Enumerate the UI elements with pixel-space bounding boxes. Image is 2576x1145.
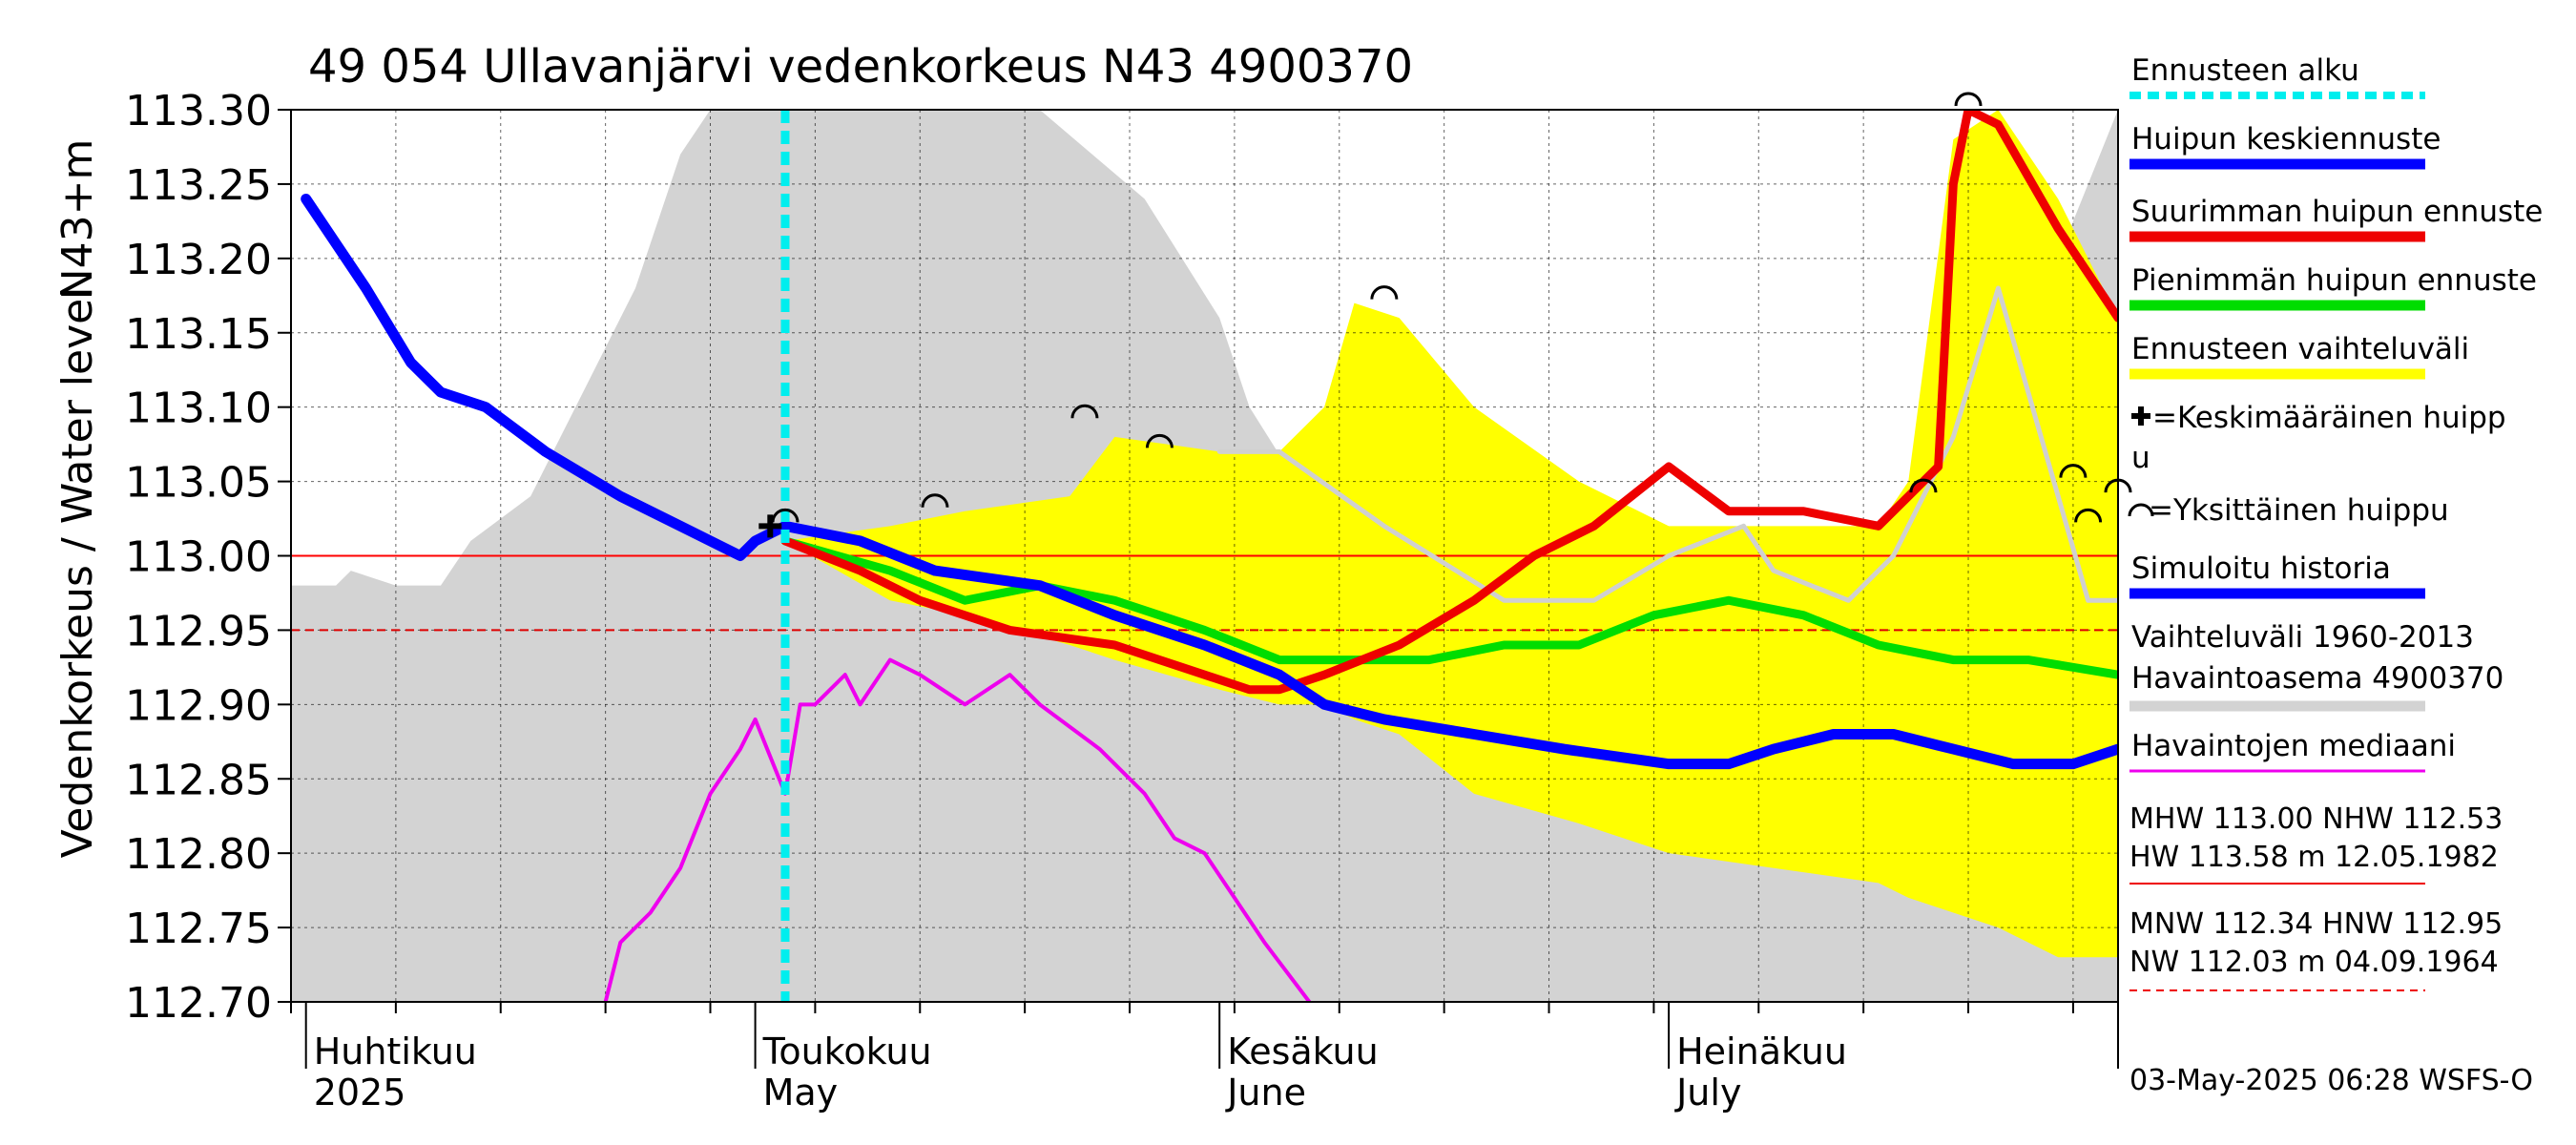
y-tick-label: 112.95 xyxy=(125,607,272,656)
stats-line-3: MNW 112.34 HNW 112.95 xyxy=(2129,907,2503,941)
month-label-en: May xyxy=(763,1072,839,1114)
legend-label: Ennusteen alku xyxy=(2131,53,2359,88)
month-label-en: June xyxy=(1225,1072,1306,1114)
month-label-en: 2025 xyxy=(314,1072,406,1114)
y-tick-label: 113.25 xyxy=(125,161,272,210)
stats-line-2: HW 113.58 m 12.05.1982 xyxy=(2129,841,2499,874)
legend-label: Vaihteluväli 1960-2013 xyxy=(2131,620,2474,655)
legend-label: =Yksittäinen huippu xyxy=(2149,493,2449,528)
y-tick-label: 113.05 xyxy=(125,459,272,508)
y-tick-label: 112.70 xyxy=(125,979,272,1028)
month-label-fi: Toukokuu xyxy=(762,1030,932,1072)
chart-title: 49 054 Ullavanjärvi vedenkorkeus N43 490… xyxy=(308,40,1413,94)
series-ennusteen-mediaani-harmaa xyxy=(1216,285,2118,603)
legend: Ennusteen alku Huipun keskiennuste Suurimm… xyxy=(2128,53,2543,773)
plot-area xyxy=(291,110,2118,1002)
mean-peak-marker xyxy=(758,514,782,538)
y-tick-label: 113.30 xyxy=(125,87,272,135)
month-label-en: July xyxy=(1674,1072,1741,1114)
legend-label-cont: Havaintoasema 4900370 xyxy=(2131,661,2503,696)
y-tick-label: 112.85 xyxy=(125,756,272,804)
series-havaintojen-mediaani xyxy=(603,657,1312,1002)
y-axis-label: Vedenkorkeus / Water level xyxy=(53,287,102,859)
legend-label-cont: u xyxy=(2131,441,2150,475)
single-peak-marker xyxy=(1909,478,1938,493)
legend-label: =Keskimääräinen huipp xyxy=(2152,401,2506,435)
month-label-fi: Heinäkuu xyxy=(1676,1030,1847,1072)
plot-overlay xyxy=(758,92,2132,1002)
legend-single-peak-symbol xyxy=(2128,503,2154,517)
legend-label: Simuloitu historia xyxy=(2131,552,2391,586)
single-peak-marker xyxy=(771,508,800,523)
single-peak-marker xyxy=(1070,404,1099,419)
legend-label: Pienimmän huipun ennuste xyxy=(2131,263,2537,298)
stats-line-4: NW 112.03 m 04.09.1964 xyxy=(2129,946,2499,979)
single-peak-marker xyxy=(1370,285,1399,300)
legend-label: Havaintojen mediaani xyxy=(2131,729,2456,763)
y-tick-label: 113.10 xyxy=(125,385,272,433)
footer-timestamp: 03-May-2025 06:28 WSFS-O xyxy=(2129,1064,2533,1097)
y-tick-label: 113.00 xyxy=(125,533,272,582)
legend-label: Huipun keskiennuste xyxy=(2131,122,2441,156)
y-tick-label: 113.15 xyxy=(125,310,272,359)
stats-line-1: MHW 113.00 NHW 112.53 xyxy=(2129,802,2503,836)
legend-mean-peak-symbol xyxy=(2131,406,2150,426)
y-tick-label: 112.90 xyxy=(125,681,272,730)
axes: 113.30 113.25 113.20 113.15 113.10 113.05 113.… xyxy=(125,87,2119,1114)
single-peak-marker xyxy=(2059,464,2088,478)
single-peak-marker xyxy=(1954,92,1983,107)
month-label-fi: Kesäkuu xyxy=(1227,1030,1379,1072)
y-tick-label: 113.20 xyxy=(125,236,272,284)
series-huipun-keskiennuste xyxy=(779,520,2118,770)
series-suurimman-huipun-ennuste xyxy=(780,110,2118,695)
month-label-fi: Huhtikuu xyxy=(314,1030,477,1072)
single-peak-marker xyxy=(921,493,949,508)
series-simuloitu-historia xyxy=(301,194,791,561)
single-peak-marker xyxy=(2074,508,2103,523)
single-peak-marker xyxy=(1145,433,1174,448)
legend-label: Ennusteen vaihteluväli xyxy=(2131,332,2469,366)
legend-label: Suurimman huipun ennuste xyxy=(2131,195,2543,229)
y-tick-label: 112.75 xyxy=(125,905,272,953)
y-axis-unit: N43+m xyxy=(53,139,102,301)
y-tick-label: 112.80 xyxy=(125,830,272,879)
